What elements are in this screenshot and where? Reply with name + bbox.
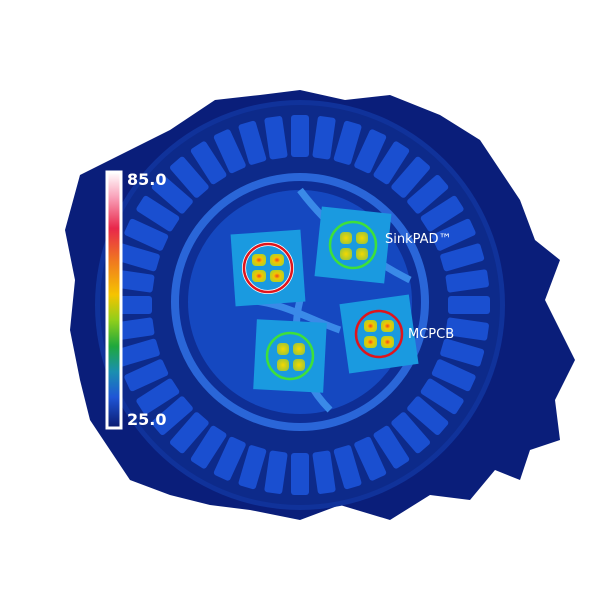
mcpcb-label: MCPCB bbox=[408, 327, 455, 342]
heatsink-fin bbox=[124, 359, 169, 392]
heatsink-fin bbox=[407, 396, 449, 435]
heatsink-fin bbox=[333, 445, 362, 490]
heatsink-fin bbox=[170, 156, 209, 198]
heatsink-fin bbox=[407, 175, 449, 214]
heatsink-fin bbox=[391, 412, 430, 454]
mcpcb-ring bbox=[242, 242, 294, 294]
heatsink-fin bbox=[213, 129, 246, 174]
heatsink-fin bbox=[124, 218, 169, 251]
heatsink-fin bbox=[264, 116, 288, 160]
led-module-sinkpad-1 bbox=[314, 206, 392, 284]
heatsink-fin bbox=[373, 425, 410, 469]
heatsink-fin bbox=[136, 195, 180, 232]
heatsink-fin bbox=[440, 243, 485, 272]
heatsink-fin bbox=[312, 116, 336, 160]
sinkpad-label: SinkPAD™ bbox=[385, 232, 452, 247]
heatsink-fin bbox=[115, 243, 160, 272]
colorbar-max-label: 85.0 bbox=[127, 170, 167, 189]
heatsink-fin bbox=[420, 195, 464, 232]
heatsink-fin bbox=[391, 156, 430, 198]
heatsink-fin bbox=[264, 450, 288, 494]
heatsink-fin bbox=[115, 338, 160, 367]
mcpcb-ring bbox=[354, 309, 404, 359]
heatsink-fin bbox=[312, 450, 336, 494]
heatsink-fins bbox=[110, 115, 490, 495]
sinkpad-ring bbox=[265, 331, 315, 381]
led-module-mcpcb-1 bbox=[230, 229, 306, 307]
heatsink-fin bbox=[136, 378, 180, 415]
heatsink-fin bbox=[238, 120, 267, 165]
heatsink-fin bbox=[151, 175, 193, 214]
colorbar-min-label: 25.0 bbox=[127, 410, 167, 429]
heatsink-fin bbox=[238, 445, 267, 490]
heatsink-fin bbox=[190, 141, 227, 185]
led-module-mcpcb-2 bbox=[339, 294, 419, 374]
heatsink-fin bbox=[420, 378, 464, 415]
led-module-sinkpad-2 bbox=[253, 319, 327, 393]
sinkpad-ring bbox=[328, 220, 378, 270]
colorbar bbox=[105, 170, 123, 430]
heatsink-fin bbox=[431, 218, 476, 251]
heatsink-fin bbox=[431, 359, 476, 392]
heatsink-fin bbox=[445, 317, 489, 341]
heatsink-fin bbox=[333, 120, 362, 165]
heatsink-fin bbox=[373, 141, 410, 185]
heatsink-fin bbox=[291, 115, 309, 157]
heatsink-fin bbox=[151, 396, 193, 435]
heatsink-fin bbox=[445, 269, 489, 293]
heatsink-fin bbox=[440, 338, 485, 367]
heatsink-fin bbox=[170, 412, 209, 454]
heatsink-fin bbox=[190, 425, 227, 469]
heatsink-fin bbox=[354, 129, 387, 174]
heatsink-fin bbox=[448, 296, 490, 314]
heatsink-fin bbox=[291, 453, 309, 495]
heatsink-fin bbox=[354, 436, 387, 481]
heatsink-fin bbox=[213, 436, 246, 481]
